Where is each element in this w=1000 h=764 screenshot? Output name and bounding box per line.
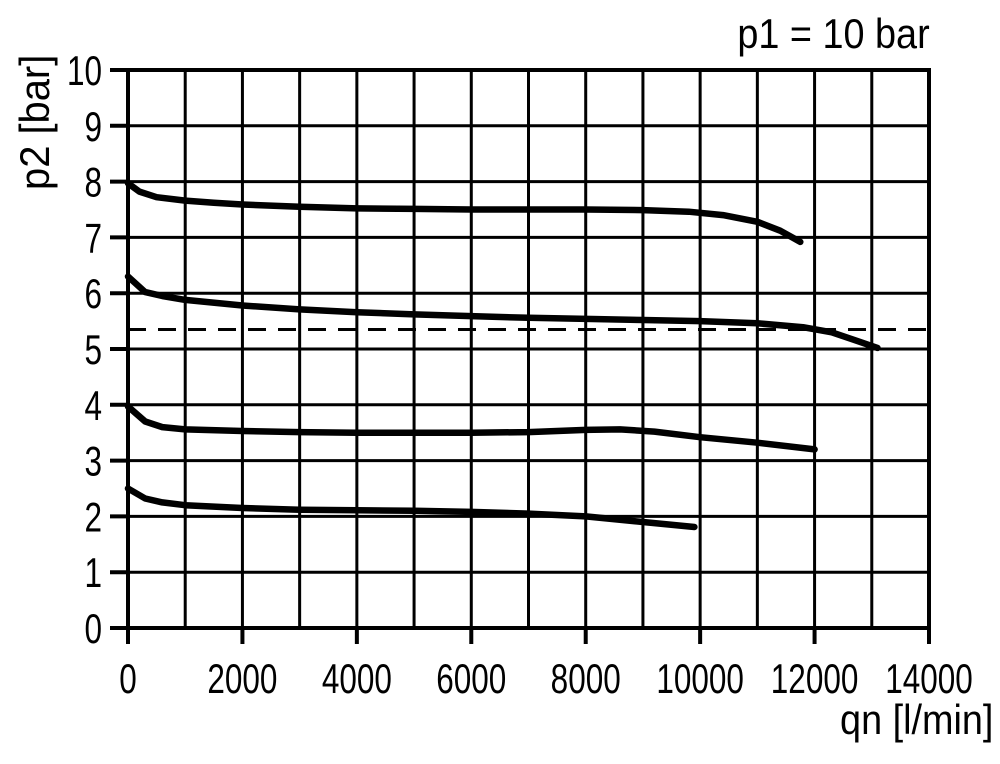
flow-curve-4 (124, 485, 698, 531)
y-tick-label: 5 (84, 326, 102, 374)
y-tick-label: 7 (84, 214, 102, 262)
y-tick-label: 4 (84, 381, 102, 429)
x-tick-label: 10000 (656, 655, 744, 703)
y-tick-label: 1 (84, 549, 102, 597)
y-tick-label: 0 (84, 605, 102, 653)
y-tick-label: 8 (84, 158, 102, 206)
x-tick-label: 14000 (885, 655, 973, 703)
y-tick-label: 6 (84, 270, 102, 318)
y-tick-label: 10 (67, 47, 102, 95)
x-tick-label: 8000 (551, 655, 621, 703)
x-tick-label: 4000 (322, 655, 392, 703)
y-tick-label: 9 (84, 102, 102, 150)
x-tick-label: 2000 (207, 655, 277, 703)
flow-curve-1 (124, 180, 804, 246)
x-axis-label: qn [l/min] (839, 696, 993, 743)
chart-title: p1 = 10 bar (737, 10, 930, 57)
x-tick-label: 0 (119, 655, 137, 703)
x-tick-label: 12000 (771, 655, 859, 703)
x-tick-label: 6000 (436, 655, 506, 703)
y-tick-label: 3 (84, 437, 102, 485)
y-tick-label: 2 (84, 493, 102, 541)
flow-curve-2 (124, 273, 881, 352)
flow-curve-3 (124, 403, 818, 453)
